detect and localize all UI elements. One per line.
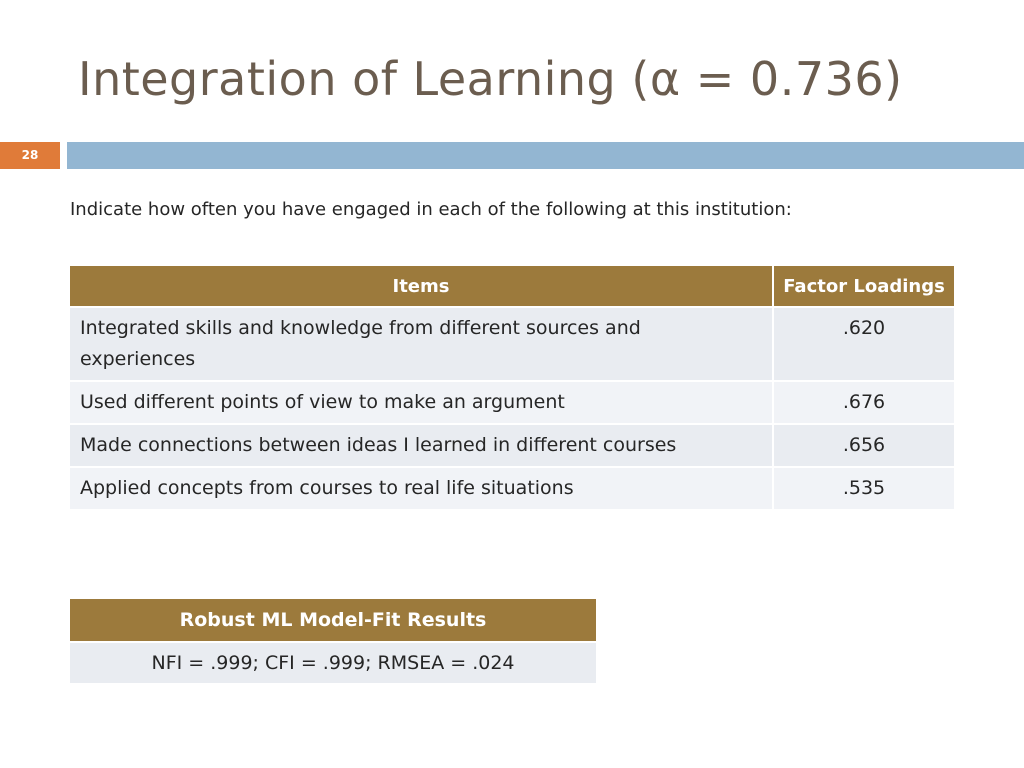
fit-header: Robust ML Model-Fit Results: [68, 597, 598, 643]
item-cell: Integrated skills and knowledge from dif…: [68, 306, 774, 382]
slide-number: 28: [0, 142, 60, 169]
fit-header-row: Robust ML Model-Fit Results: [68, 597, 598, 643]
loading-cell: .535: [772, 466, 956, 511]
intro-text: Indicate how often you have engaged in e…: [70, 199, 792, 220]
loading-cell: .656: [772, 423, 956, 468]
slide-title: Integration of Learning (α = 0.736): [78, 52, 903, 106]
item-cell: Used different points of view to make an…: [68, 380, 774, 425]
table-row: Made connections between ideas I learned…: [68, 423, 956, 468]
item-cell: Made connections between ideas I learned…: [68, 423, 774, 468]
table-row: Integrated skills and knowledge from dif…: [68, 306, 956, 382]
fit-value: NFI = .999; CFI = .999; RMSEA = .024: [68, 641, 598, 685]
accent-bar: [67, 142, 1024, 169]
loading-cell: .676: [772, 380, 956, 425]
table-row: Used different points of view to make an…: [68, 380, 956, 425]
items-column-header: Items: [68, 264, 774, 308]
table-row: Applied concepts from courses to real li…: [68, 466, 956, 511]
model-fit-table: Robust ML Model-Fit Results NFI = .999; …: [68, 597, 598, 685]
table-header-row: Items Factor Loadings: [68, 264, 956, 308]
loadings-column-header: Factor Loadings: [772, 264, 956, 308]
item-cell: Applied concepts from courses to real li…: [68, 466, 774, 511]
loading-cell: .620: [772, 306, 956, 382]
factor-loadings-table: Items Factor Loadings Integrated skills …: [68, 264, 956, 511]
fit-value-row: NFI = .999; CFI = .999; RMSEA = .024: [68, 641, 598, 685]
